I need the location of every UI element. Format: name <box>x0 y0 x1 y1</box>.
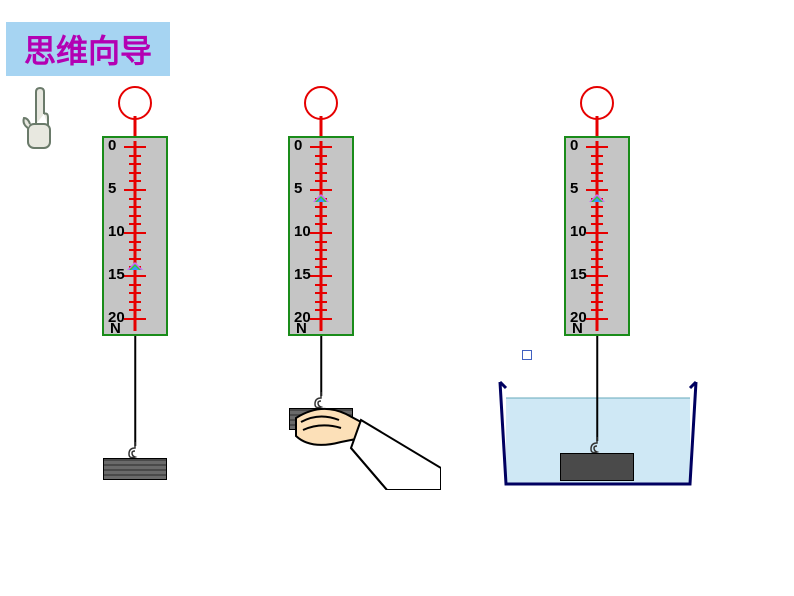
hang-line <box>596 336 598 441</box>
weight-block <box>560 453 634 481</box>
scale-ring-icon <box>304 86 338 120</box>
unit-label: N <box>572 320 583 337</box>
unit-label: N <box>110 320 121 337</box>
tick-label: 15 <box>108 266 125 283</box>
title-box: 思维向导 <box>6 22 170 76</box>
hang-line <box>134 336 136 446</box>
marker-square-icon <box>522 350 532 360</box>
weight-block <box>103 458 167 480</box>
unit-label: N <box>296 320 307 337</box>
supporting-hand-icon <box>291 400 441 495</box>
tick-label: 15 <box>294 266 311 283</box>
tick-label: 10 <box>108 223 125 240</box>
pointing-hand-icon <box>14 86 62 155</box>
scale-ring-icon <box>580 86 614 120</box>
tick-label: 0 <box>108 137 116 154</box>
tick-label: 5 <box>108 180 116 197</box>
tick-label: 5 <box>570 180 578 197</box>
scale-body: 05101520N <box>102 136 168 336</box>
tick-label: 0 <box>570 137 578 154</box>
tick-label: 0 <box>294 137 302 154</box>
scale-body: 05101520N <box>288 136 354 336</box>
tick-label: 10 <box>294 223 311 240</box>
tick-label: 10 <box>570 223 587 240</box>
hang-line <box>320 336 322 396</box>
tick-label: 15 <box>570 266 587 283</box>
tick-label: 5 <box>294 180 302 197</box>
title-text: 思维向导 <box>24 33 152 69</box>
scale-body: 05101520N <box>564 136 630 336</box>
scale-ring-icon <box>118 86 152 120</box>
